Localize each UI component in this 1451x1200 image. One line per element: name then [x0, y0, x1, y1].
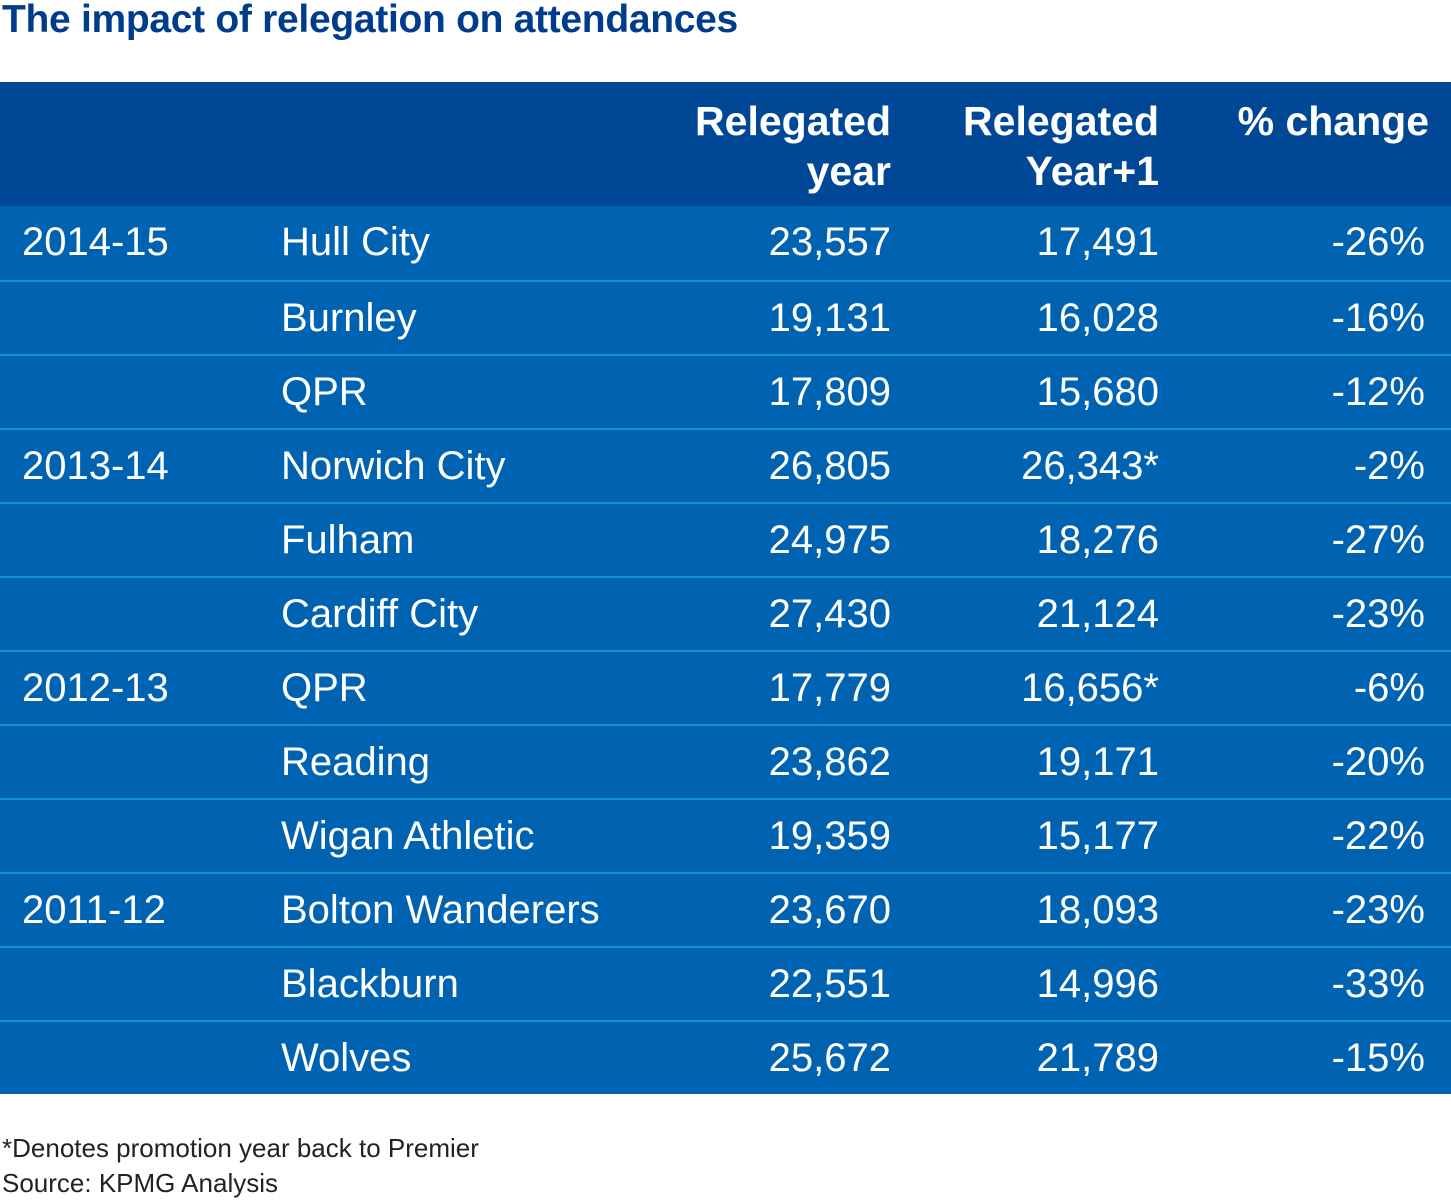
season-cell: 2011-12: [22, 888, 166, 932]
pct-change-cell: -6%: [1353, 666, 1425, 710]
header-relegated-year: Relegated year: [695, 96, 891, 196]
pct-change-cell: -2%: [1353, 444, 1425, 488]
header-relegated-year-plus-1-line-1: Relegated: [963, 98, 1159, 144]
relegated-year-plus-1-cell: 21,124: [1036, 592, 1159, 636]
relegated-year-cell: 25,672: [768, 1036, 891, 1080]
table-row: Wolves 25,672 21,789 -15%: [0, 1020, 1451, 1094]
relegated-year-plus-1-cell: 16,656*: [1021, 666, 1159, 710]
pct-change-cell: -33%: [1331, 962, 1425, 1006]
club-cell: Hull City: [281, 220, 430, 264]
relegated-year-cell: 23,862: [768, 740, 891, 784]
pct-change-cell: -23%: [1331, 888, 1425, 932]
pct-change-cell: -16%: [1331, 296, 1425, 340]
pct-change-cell: -20%: [1331, 740, 1425, 784]
pct-change-cell: -22%: [1331, 814, 1425, 858]
relegated-year-plus-1-cell: 14,996: [1036, 962, 1159, 1006]
relegated-year-cell: 23,670: [768, 888, 891, 932]
relegated-year-plus-1-cell: 18,276: [1036, 518, 1159, 562]
relegated-year-plus-1-cell: 15,680: [1036, 370, 1159, 414]
season-cell: 2014-15: [22, 220, 169, 264]
relegated-year-plus-1-cell: 16,028: [1036, 296, 1159, 340]
attendance-table: Relegated year Relegated Year+1 % change…: [0, 82, 1451, 1094]
relegated-year-cell: 17,779: [768, 666, 891, 710]
header-relegated-year-line-2: year: [806, 148, 891, 194]
header-relegated-year-line-1: Relegated: [695, 98, 891, 144]
relegated-year-plus-1-cell: 19,171: [1036, 740, 1159, 784]
footnote-promotion: *Denotes promotion year back to Premier: [2, 1133, 479, 1163]
relegated-year-cell: 24,975: [768, 518, 891, 562]
club-cell: Norwich City: [281, 444, 506, 488]
table-row: Reading 23,862 19,171 -20%: [0, 724, 1451, 798]
club-cell: Wigan Athletic: [281, 814, 535, 858]
table-row: Blackburn 22,551 14,996 -33%: [0, 946, 1451, 1020]
table-row: 2011-12 Bolton Wanderers 23,670 18,093 -23%: [0, 872, 1451, 946]
season-cell: 2013-14: [22, 444, 169, 488]
header-relegated-year-plus-1-line-2: Year+1: [1025, 148, 1159, 194]
club-cell: Fulham: [281, 518, 415, 562]
pct-change-cell: -15%: [1331, 1036, 1425, 1080]
club-cell: Cardiff City: [281, 592, 479, 636]
relegated-year-cell: 26,805: [768, 444, 891, 488]
footnote-source: Source: KPMG Analysis: [2, 1168, 278, 1198]
club-cell: Reading: [281, 740, 431, 784]
table-row: QPR 17,809 15,680 -12%: [0, 354, 1451, 428]
table-row: Burnley 19,131 16,028 -16%: [0, 280, 1451, 354]
header-pct-change-line-1: % change: [1237, 98, 1429, 144]
relegated-year-plus-1-cell: 18,093: [1036, 888, 1159, 932]
club-cell: Blackburn: [281, 962, 459, 1006]
relegated-year-cell: 19,131: [768, 296, 891, 340]
pct-change-cell: -27%: [1331, 518, 1425, 562]
chart-title: The impact of relegation on attendances: [2, 0, 738, 41]
club-cell: QPR: [281, 666, 368, 710]
table-row: Cardiff City 27,430 21,124 -23%: [0, 576, 1451, 650]
relegated-year-plus-1-cell: 15,177: [1036, 814, 1159, 858]
relegated-year-cell: 23,557: [768, 220, 891, 264]
pct-change-cell: -12%: [1331, 370, 1425, 414]
relegated-year-cell: 27,430: [768, 592, 891, 636]
club-cell: Bolton Wanderers: [281, 888, 600, 932]
season-cell: 2012-13: [22, 666, 169, 710]
relegated-year-plus-1-cell: 26,343*: [1021, 444, 1159, 488]
relegated-year-plus-1-cell: 17,491: [1036, 220, 1159, 264]
table-header: Relegated year Relegated Year+1 % change: [0, 82, 1451, 206]
table-row: 2012-13 QPR 17,779 16,656* -6%: [0, 650, 1451, 724]
table-row: Wigan Athletic 19,359 15,177 -22%: [0, 798, 1451, 872]
header-pct-change: % change: [1238, 96, 1429, 146]
relegated-year-plus-1-cell: 21,789: [1036, 1036, 1159, 1080]
table-row: 2013-14 Norwich City 26,805 26,343* -2%: [0, 428, 1451, 502]
table-row: 2014-15 Hull City 23,557 17,491 -26%: [0, 206, 1451, 278]
pct-change-cell: -26%: [1331, 220, 1425, 264]
table-row: Fulham 24,975 18,276 -27%: [0, 502, 1451, 576]
relegated-year-cell: 22,551: [768, 962, 891, 1006]
header-relegated-year-plus-1: Relegated Year+1: [963, 96, 1159, 196]
table-body: 2014-15 Hull City 23,557 17,491 -26% Burnley 1…: [0, 206, 1451, 1094]
club-cell: QPR: [281, 370, 368, 414]
club-cell: Burnley: [281, 296, 417, 340]
club-cell: Wolves: [281, 1036, 412, 1080]
pct-change-cell: -23%: [1331, 592, 1425, 636]
relegated-year-cell: 19,359: [768, 814, 891, 858]
relegated-year-cell: 17,809: [768, 370, 891, 414]
